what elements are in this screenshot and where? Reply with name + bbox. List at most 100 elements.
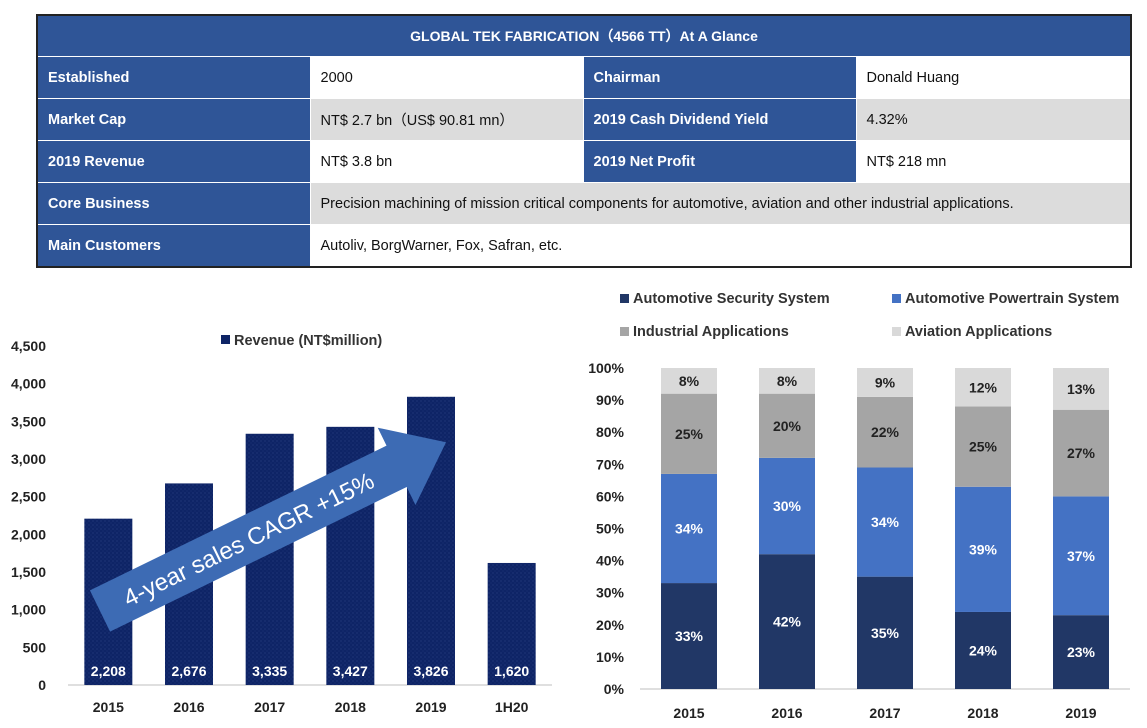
- table-row: Core Business Precision machining of mis…: [36, 182, 1132, 225]
- mix-data-label: 13%: [1067, 381, 1096, 397]
- mix-data-label: 25%: [675, 426, 704, 442]
- mix-y-tick: 90%: [596, 392, 625, 408]
- revenue-chart: 0 500 1,000 1,500 2,000 2,500 3,000 3,500 4,000 4…: [11, 333, 552, 715]
- mix-bar-segment: [661, 368, 717, 394]
- mix-data-label: 37%: [1067, 548, 1096, 564]
- table-row: Main Customers Autoliv, BorgWarner, Fox,…: [36, 224, 1132, 268]
- mix-bar-segment: [759, 457, 815, 555]
- revenue-x-tick: 1H20: [495, 699, 529, 715]
- table-row: 2019 Revenue NT$ 3.8 bn 2019 Net Profit …: [36, 140, 1132, 183]
- mix-data-label: 20%: [773, 418, 802, 434]
- dividend-yield-value: 4.32%: [855, 98, 1132, 141]
- revenue-y-tick: 4,000: [11, 376, 46, 392]
- mix-y-tick: 10%: [596, 649, 625, 665]
- mix-bar-segment: [661, 393, 717, 474]
- revenue-y-tick: 500: [23, 639, 47, 655]
- main-customers-label: Main Customers: [36, 224, 311, 268]
- chairman-label: Chairman: [582, 56, 857, 99]
- revenue-y-tick: 3,000: [11, 451, 46, 467]
- mix-data-label: 27%: [1067, 445, 1096, 461]
- mix-data-label: 24%: [969, 642, 998, 658]
- mix-x-tick: 2015: [673, 705, 704, 721]
- revenue-data-label: 1,620: [494, 663, 529, 679]
- revenue-y-tick: 0: [38, 677, 46, 693]
- mix-data-label: 22%: [871, 424, 900, 440]
- cagr-arrow-shape: [89, 427, 447, 632]
- mix-y-tick: 0%: [604, 681, 625, 697]
- revenue-x-tick: 2015: [93, 699, 124, 715]
- mix-data-label: 33%: [675, 628, 704, 644]
- revenue-legend-label: Revenue (NT$million): [234, 333, 382, 349]
- mix-data-label: 8%: [679, 373, 700, 389]
- mix-bar-segment: [1053, 409, 1109, 497]
- mix-bar-segment: [857, 396, 913, 468]
- revenue-x-tick: 2017: [254, 699, 285, 715]
- mix-y-tick: 70%: [596, 456, 625, 472]
- revenue-x-tick: 2018: [335, 699, 366, 715]
- revenue-legend-swatch: [221, 335, 230, 344]
- mix-x-tick: 2019: [1065, 705, 1096, 721]
- mix-data-label: 9%: [875, 374, 896, 390]
- mix-bar-segment: [955, 368, 1011, 407]
- market-cap-value: NT$ 2.7 bn（US$ 90.81 mn）: [309, 98, 584, 141]
- table-row: Market Cap NT$ 2.7 bn（US$ 90.81 mn） 2019…: [36, 98, 1132, 141]
- revenue-data-label: 2,208: [91, 663, 126, 679]
- mix-bar-segment: [1053, 368, 1109, 410]
- revenue-x-tick: 2016: [173, 699, 204, 715]
- core-business-value: Precision machining of mission critical …: [309, 182, 1132, 225]
- mix-bar-segment: [759, 554, 815, 689]
- revenue-y-tick: 4,500: [11, 338, 46, 354]
- mix-bar-segment: [955, 406, 1011, 487]
- mix-legend-label: Industrial Applications: [633, 324, 789, 340]
- mix-bar-segment: [857, 576, 913, 689]
- revenue-data-label: 3,335: [252, 663, 287, 679]
- mix-data-label: 39%: [969, 541, 998, 557]
- mix-legend-swatch: [892, 294, 901, 303]
- revenue-value: NT$ 3.8 bn: [309, 140, 584, 183]
- market-cap-label: Market Cap: [36, 98, 311, 141]
- mix-data-label: 8%: [777, 373, 798, 389]
- mix-x-tick: 2017: [869, 705, 900, 721]
- mix-y-tick: 20%: [596, 617, 625, 633]
- mix-y-tick: 50%: [596, 521, 625, 537]
- mix-bar-segment: [1053, 615, 1109, 689]
- mix-bar-segment: [759, 368, 815, 394]
- mix-y-tick: 100%: [588, 360, 624, 376]
- revenue-y-tick: 1,000: [11, 602, 46, 618]
- mix-bar-segment: [661, 583, 717, 689]
- mix-y-tick: 80%: [596, 424, 625, 440]
- revenue-y-tick: 3,500: [11, 413, 46, 429]
- mix-data-label: 25%: [969, 439, 998, 455]
- mix-x-tick: 2018: [967, 705, 998, 721]
- revenue-data-label: 3,826: [413, 663, 448, 679]
- mix-bar-segment: [857, 368, 913, 397]
- core-business-label: Core Business: [36, 182, 311, 225]
- mix-bar-segment: [955, 611, 1011, 689]
- established-label: Established: [36, 56, 311, 99]
- mix-data-label: 12%: [969, 379, 998, 395]
- mix-data-label: 34%: [675, 521, 704, 537]
- net-profit-value: NT$ 218 mn: [855, 140, 1132, 183]
- mix-legend-label: Automotive Powertrain System: [905, 291, 1119, 307]
- revenue-data-label: 3,427: [333, 663, 368, 679]
- mix-bar-segment: [1053, 496, 1109, 616]
- chairman-value: Donald Huang: [855, 56, 1132, 99]
- revenue-data-label: 2,676: [171, 663, 206, 679]
- revenue-y-tick: 1,500: [11, 564, 46, 580]
- mix-data-label: 35%: [871, 625, 900, 641]
- revenue-y-tick: 2,500: [11, 489, 46, 505]
- table-row: Established 2000 Chairman Donald Huang: [36, 56, 1132, 99]
- mix-y-tick: 30%: [596, 585, 625, 601]
- mix-bar-segment: [955, 486, 1011, 612]
- mix-legend-swatch: [892, 327, 901, 336]
- mix-data-label: 42%: [773, 614, 802, 630]
- revenue-x-tick: 2019: [415, 699, 446, 715]
- mix-data-label: 34%: [871, 514, 900, 530]
- at-a-glance-table: GLOBAL TEK FABRICATION（4566 TT）At A Glan…: [36, 14, 1133, 268]
- net-profit-label: 2019 Net Profit: [582, 140, 857, 183]
- mix-data-label: 23%: [1067, 644, 1096, 660]
- revenue-mix-chart: 0% 10% 20% 30% 40% 50% 60% 70% 80% 90% 100% 33% 34% 2…: [588, 291, 1130, 721]
- mix-legend-label: Aviation Applications: [905, 324, 1052, 340]
- mix-y-tick: 40%: [596, 553, 625, 569]
